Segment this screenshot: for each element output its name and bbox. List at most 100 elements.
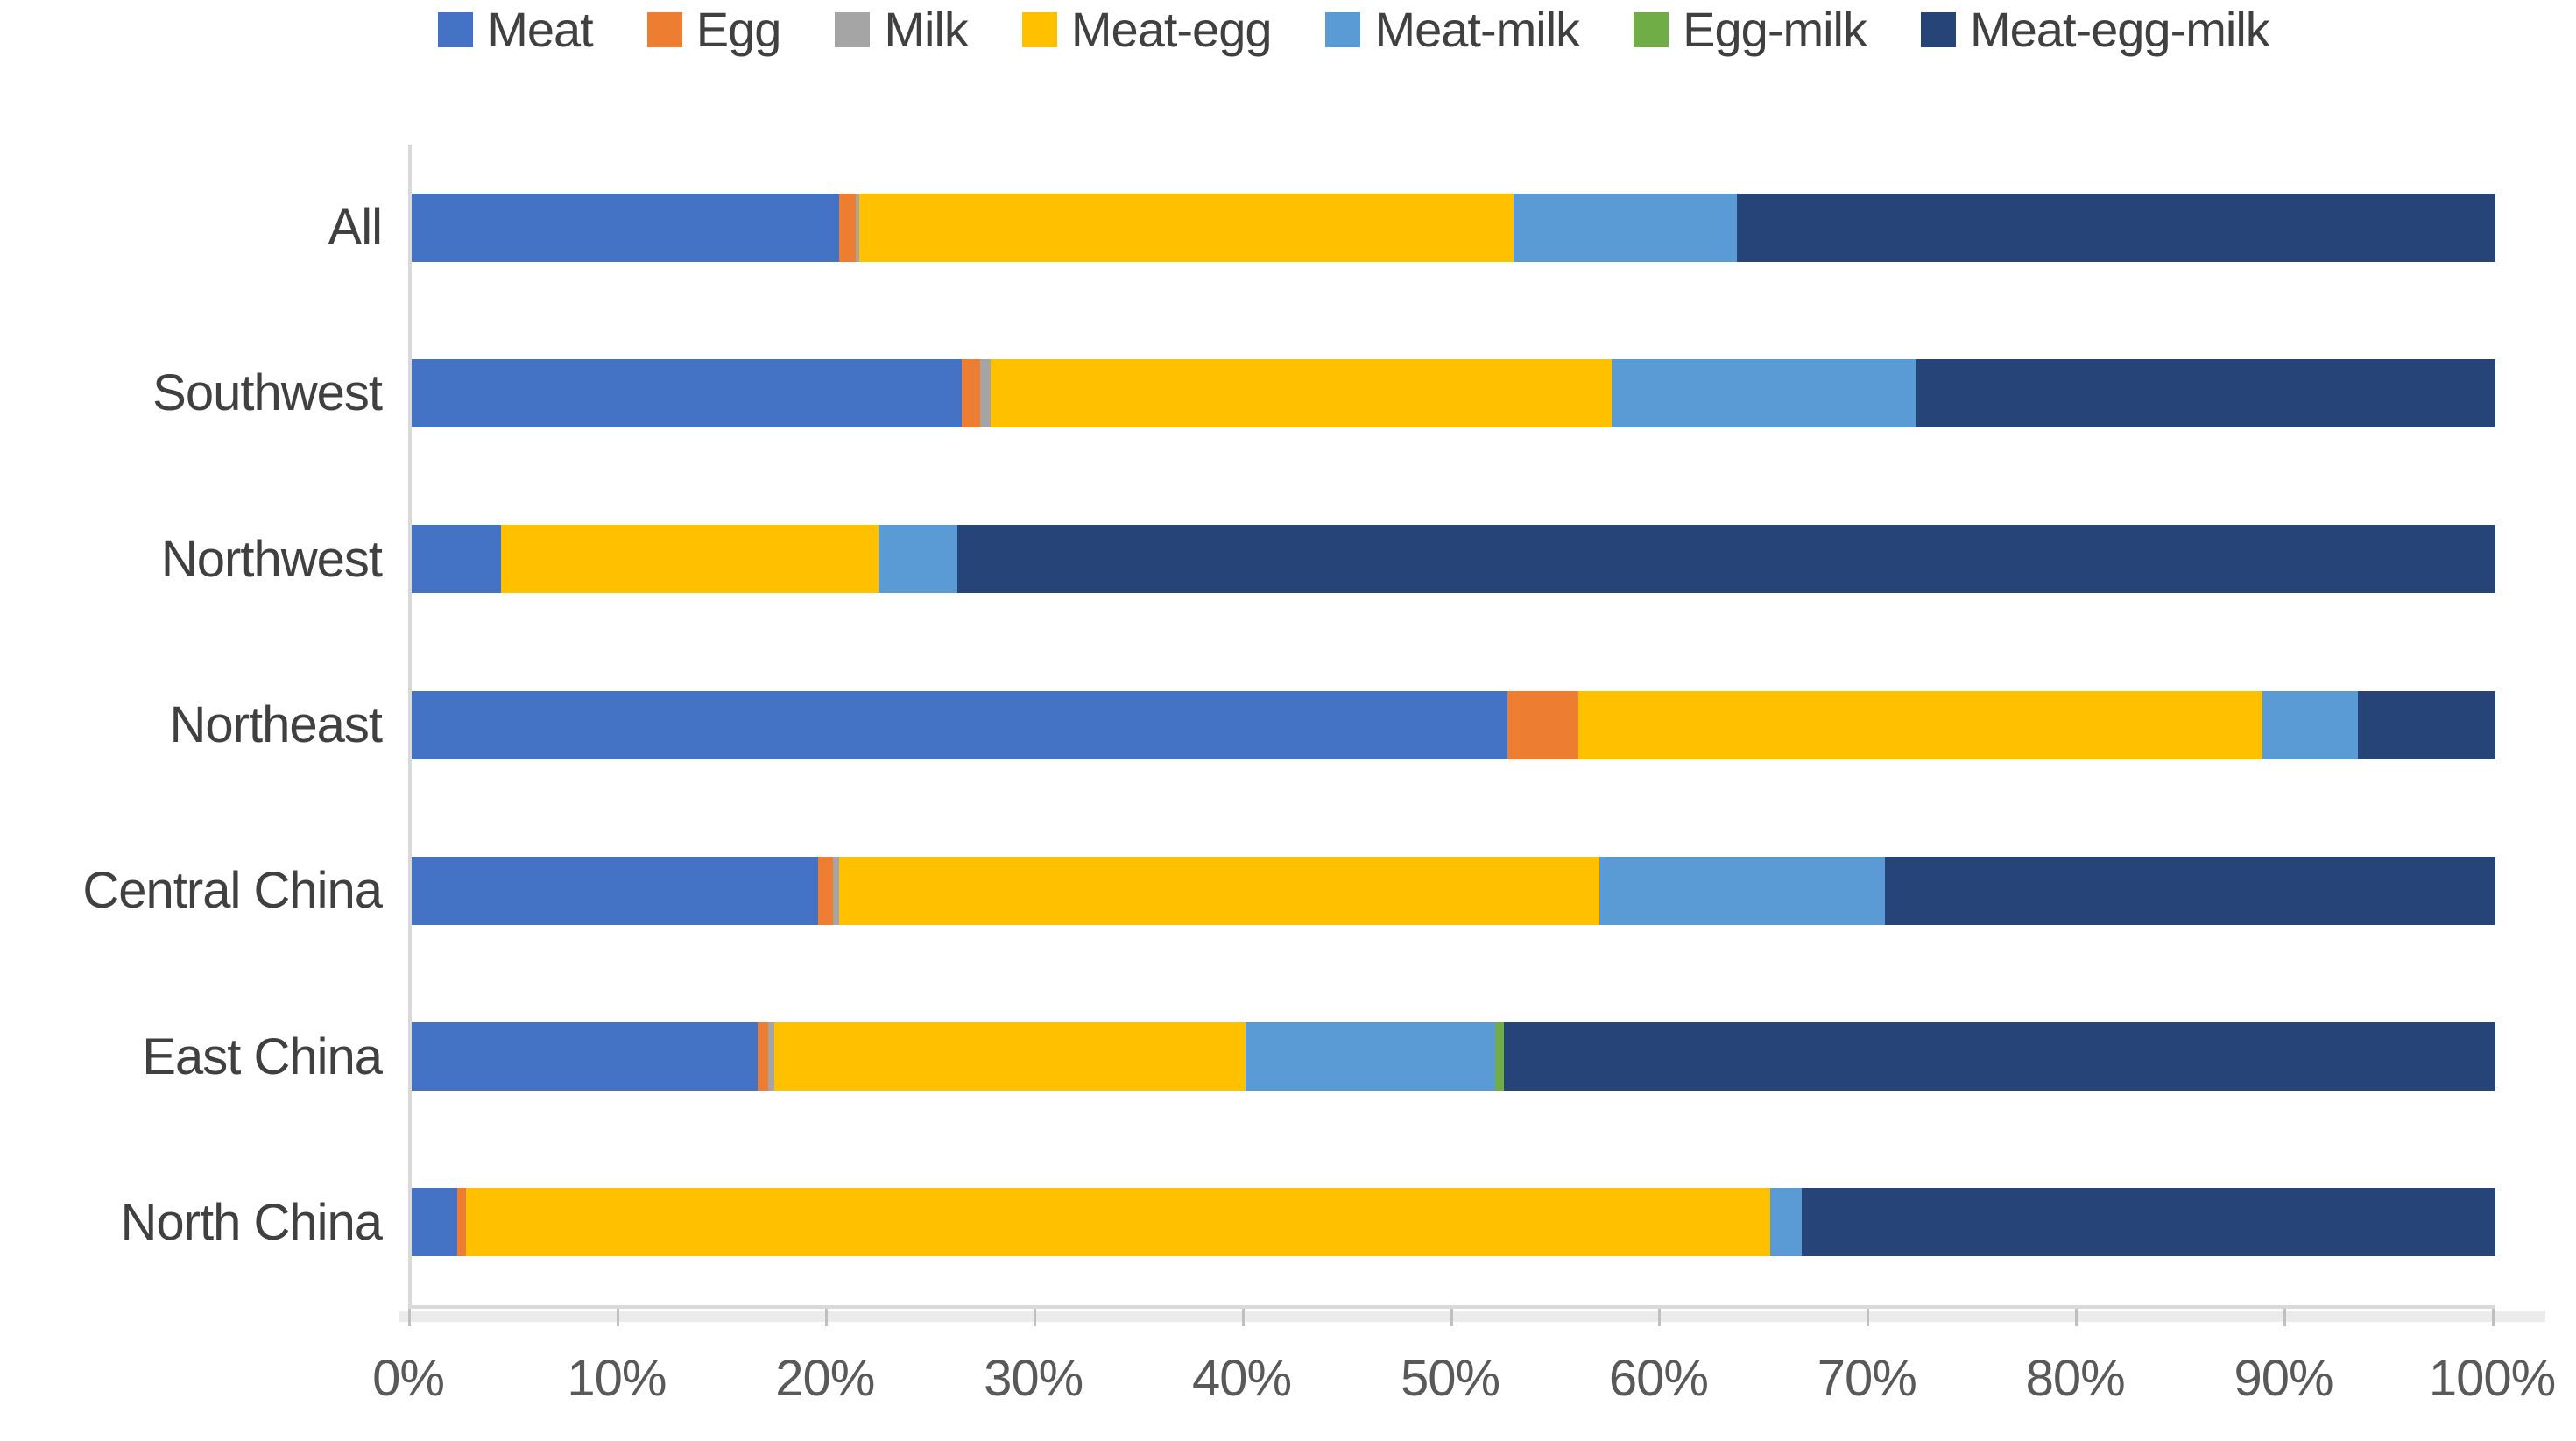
bar-segment-all-meat (412, 193, 839, 262)
legend-item-egg: Egg (646, 2, 782, 57)
x-axis-tick-mark (1033, 1309, 1036, 1326)
bar-segment-southwest-meat (412, 358, 963, 427)
category-label-east-china: East China (142, 1028, 383, 1085)
x-axis-line-shadow (399, 1311, 2545, 1322)
bar-segment-northeast-meat (412, 690, 1508, 759)
bar-northwest (412, 525, 2495, 594)
bar-southwest (412, 358, 2495, 427)
legend-item-egg-milk: Egg-milk (1634, 5, 1867, 54)
bar-segment-all-milk (855, 193, 860, 262)
bar-segment-southwest-meat-egg (991, 358, 1613, 427)
chart-legend: Meat Egg Milk Meat-egg Meat-milk Egg-milk Meat… (131, 5, 2576, 54)
bar-central-china (412, 856, 2495, 925)
bar-segment-central-china-milk (832, 856, 839, 925)
bar-segment-north-china-meat (412, 1188, 458, 1257)
bar-segment-north-china-meat-milk (1770, 1188, 1802, 1257)
legend-item-meat-milk: Meat-milk (1325, 5, 1580, 54)
bar-segment-northeast-egg (1507, 690, 1579, 759)
x-axis-tick-mark (824, 1309, 828, 1326)
x-axis-tick-mark (2075, 1309, 2078, 1326)
x-axis-tick-mark (1241, 1309, 1245, 1326)
x-tick-label-80: 80% (2025, 1350, 2126, 1407)
bar-segment-southwest-meat-egg-milk (1916, 358, 2495, 427)
bar-segment-northwest-meat-egg-milk (957, 525, 2495, 594)
x-tick-label-0: 0% (372, 1350, 445, 1407)
x-tick-label-10: 10% (567, 1350, 667, 1407)
category-label-northeast: Northeast (169, 696, 383, 753)
bar-segment-northwest-meat-egg (501, 525, 879, 594)
legend-swatch-meat-egg-milk (1921, 12, 1956, 47)
bar-segment-east-china-egg (757, 1022, 768, 1091)
x-axis-tick-mark (408, 1309, 411, 1326)
bar-segment-all-meat-milk (1514, 193, 1738, 262)
bar-segment-central-china-meat-egg-milk (1884, 856, 2495, 925)
x-tick-label-70: 70% (1817, 1350, 1917, 1407)
category-label-central-china: Central China (82, 862, 383, 920)
legend-item-meat-egg: Meat-egg (1021, 2, 1273, 57)
x-axis-tick-labels: 0% 10% 20% 30% 40% 50% 60% 70% 80% 90% 100% (372, 1349, 2556, 1419)
legend-label: Egg (695, 2, 782, 57)
bar-segment-northwest-meat-milk (878, 525, 958, 594)
bar-segment-central-china-meat-egg (838, 856, 1599, 925)
bar-segment-east-china-meat-egg-milk (1503, 1022, 2495, 1091)
bar-segment-north-china-meat-egg-milk (1801, 1188, 2495, 1257)
legend-label: Meat (487, 2, 593, 57)
bar-segment-east-china-meat-egg (773, 1022, 1246, 1091)
legend-swatch-egg-milk (1634, 12, 1669, 47)
legend-swatch-meat-milk (1325, 12, 1361, 47)
category-axis-labels: All Southwest Northwest Northeast Central Ch… (0, 145, 383, 1305)
x-tick-label-60: 60% (1608, 1350, 1709, 1407)
category-label-all: All (328, 199, 383, 257)
bar-segment-southwest-meat-milk (1612, 358, 1916, 427)
bar-segment-all-egg (838, 193, 856, 262)
x-tick-label-90: 90% (2234, 1350, 2334, 1407)
bar-segment-all-meat-egg-milk (1737, 193, 2495, 262)
category-label-northwest: Northwest (160, 530, 383, 588)
x-tick-label-20: 20% (775, 1350, 875, 1407)
legend-label: Milk (884, 2, 969, 57)
bar-all (412, 193, 2495, 262)
legend-label: Egg-milk (1683, 2, 1867, 57)
x-tick-label-100: 100% (2428, 1350, 2556, 1407)
x-tick-label-50: 50% (1400, 1350, 1500, 1407)
legend-swatch-meat-egg (1021, 12, 1057, 47)
legend-swatch-milk (835, 12, 871, 47)
plot-area (408, 145, 2495, 1309)
bar-segment-all-meat-egg (859, 193, 1514, 262)
legend-item-milk: Milk (835, 2, 969, 57)
bar-segment-north-china-meat-egg (465, 1188, 1771, 1257)
legend-label: Meat-egg-milk (1970, 2, 2270, 57)
bar-segment-east-china-meat-milk (1245, 1022, 1496, 1091)
bar-segment-central-china-egg (817, 856, 833, 925)
legend-item-meat-egg-milk: Meat-egg-milk (1921, 2, 2270, 57)
bar-segment-southwest-milk (980, 358, 992, 427)
bar-north-china (412, 1188, 2495, 1257)
x-axis-tick-mark (616, 1309, 619, 1326)
bar-segment-east-china-egg-milk (1495, 1022, 1504, 1091)
bar-segment-east-china-meat (412, 1022, 758, 1091)
legend-swatch-egg (646, 12, 682, 47)
x-axis-tick-mark (2283, 1309, 2287, 1326)
bar-segment-central-china-meat (412, 856, 818, 925)
bar-east-china (412, 1022, 2495, 1091)
x-tick-label-30: 30% (984, 1350, 1083, 1407)
category-label-north-china: North China (120, 1193, 383, 1251)
legend-item-meat: Meat (438, 2, 594, 57)
bar-northeast (412, 690, 2495, 759)
x-axis-tick-mark (2492, 1309, 2495, 1326)
bar-segment-east-china-milk (767, 1022, 774, 1091)
x-axis-tick-mark (1867, 1309, 1870, 1326)
bar-segment-central-china-meat-milk (1599, 856, 1885, 925)
bar-segment-northeast-meat-egg (1578, 690, 2262, 759)
x-axis-tick-mark (1658, 1309, 1662, 1326)
category-label-southwest: Southwest (152, 364, 383, 422)
bar-segment-northwest-meat (412, 525, 502, 594)
legend-label: Meat-egg (1070, 2, 1273, 57)
x-axis-tick-mark (1450, 1309, 1453, 1326)
bar-segment-northeast-meat-milk (2262, 690, 2358, 759)
bar-segment-southwest-egg (962, 358, 981, 427)
bar-segment-northeast-meat-egg-milk (2357, 690, 2495, 759)
bar-segment-north-china-egg (457, 1188, 466, 1257)
x-tick-label-40: 40% (1192, 1350, 1292, 1407)
